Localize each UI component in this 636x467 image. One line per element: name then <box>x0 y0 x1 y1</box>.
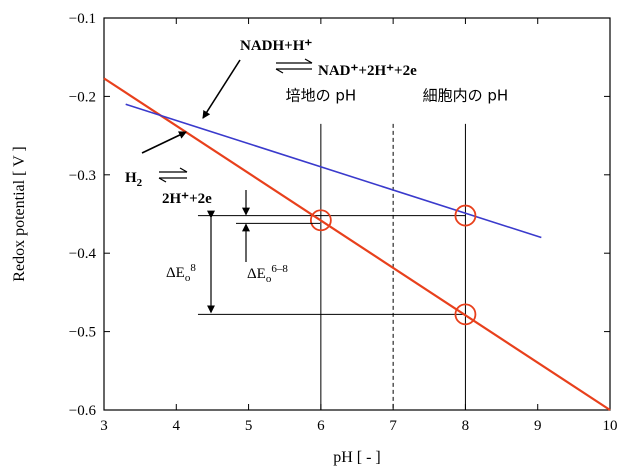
h2-label: H2 <box>125 170 143 189</box>
h2-eq-arrow-back-head <box>158 177 167 183</box>
h2-product-label: 2H⁺+2e <box>162 191 212 207</box>
eq-arrow-forward-head <box>304 58 313 64</box>
x-tick-label: 3 <box>100 418 108 434</box>
x-tick-label: 9 <box>534 418 542 434</box>
y-tick-label: −0.4 <box>69 246 97 262</box>
nadh-label: NADH+H⁺ <box>240 38 312 54</box>
y-tick-label: −0.1 <box>69 11 96 27</box>
y-axis-title: Redox potential [ V ] <box>11 146 28 281</box>
series-line-blue <box>125 103 542 239</box>
y-tick-label: −0.2 <box>69 89 96 105</box>
delta-e68-part: ΔE <box>247 266 266 282</box>
x-tick-label: 7 <box>389 418 397 434</box>
x-tick-label: 5 <box>245 418 253 434</box>
plot-frame <box>103 17 611 411</box>
delta-e68-label: ΔEo6–8 <box>247 263 288 285</box>
data-point-marker <box>454 303 477 326</box>
delta-e8-part: o <box>185 272 191 284</box>
delta-e68-part: 6–8 <box>271 263 288 275</box>
series-line-red <box>103 77 611 411</box>
nadh-pointer-arrow <box>202 59 241 119</box>
h2-label-main: H <box>125 170 137 186</box>
x-tick-label: 8 <box>462 418 470 434</box>
h2-eq-arrow-forward-head <box>179 167 188 173</box>
h2-label-subscript: 2 <box>137 177 143 189</box>
h2-pointer-arrow <box>141 131 187 154</box>
eq-arrow-back-head <box>275 68 284 74</box>
x-tick-label: 6 <box>317 418 325 434</box>
y-tick-label: −0.5 <box>69 325 96 341</box>
y-tick-label: −0.6 <box>69 403 97 419</box>
vertical-line-label: 培地の pH <box>286 86 357 104</box>
delta-e8-label: ΔEo8 <box>166 262 196 284</box>
x-tick-label: 4 <box>173 418 181 434</box>
y-tick-label: −0.3 <box>69 168 96 184</box>
delta-e8-part: 8 <box>190 262 196 274</box>
delta-e8-part: ΔE <box>166 265 185 281</box>
plot-area: 3 4 5 6 7 8 9 10 −0.1 −0.2 −0.3 −0.4 −0.5 −0.6 pH [ - … <box>11 11 618 466</box>
delta-e68-part: o <box>266 273 272 285</box>
nad-label: NAD⁺+2H⁺+2e <box>318 63 417 79</box>
x-tick-label: 10 <box>603 418 618 434</box>
data-point-marker <box>454 204 477 227</box>
x-axis-title: pH [ - ] <box>333 449 381 466</box>
data-point-marker <box>309 209 332 232</box>
vertical-line-label: 細胞内の pH <box>423 86 509 104</box>
